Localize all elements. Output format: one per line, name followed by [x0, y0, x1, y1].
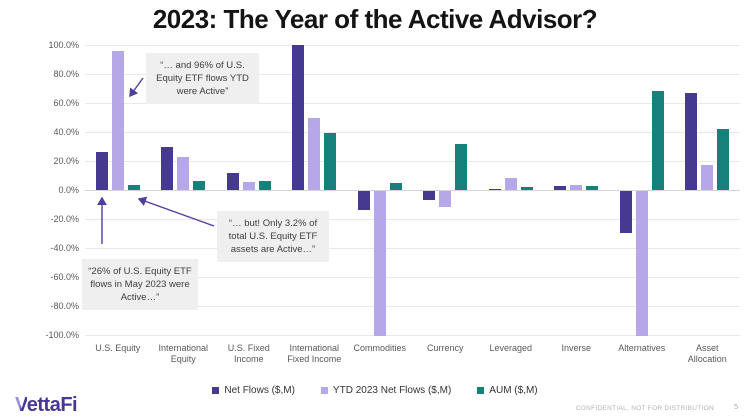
confidential-note: CONFIDENTIAL, NOT FOR DISTRIBUTION [575, 405, 714, 412]
bar-ytd-u-s-fixed-income [242, 182, 255, 190]
y-axis-tick: -40.0% [50, 243, 79, 253]
vettafi-logo-v: V [15, 394, 27, 416]
legend-label: YTD 2023 Net Flows ($,M) [332, 385, 452, 396]
bar-aum-international-fixed-income [324, 133, 337, 190]
bar-ytd-asset-allocation [701, 165, 714, 190]
y-axis-tick: 40.0% [53, 127, 79, 137]
bar-ytd-commodities [373, 191, 386, 336]
y-axis-tick: 20.0% [53, 156, 79, 166]
bar-aum-international-equity [193, 181, 206, 190]
arrow-to-ytd-bar [129, 77, 144, 98]
x-axis-label: International Equity [158, 343, 209, 364]
bar-ytd-alternatives [635, 191, 648, 336]
legend-label: AUM ($,M) [489, 385, 538, 396]
legend-swatch-icon [320, 387, 328, 394]
annotation-may-flows: “26% of U.S. Equity ETF flows in May 202… [82, 259, 198, 311]
chart-legend: Net Flows ($,M) YTD 2023 Net Flows ($,M) A… [0, 385, 750, 396]
x-axis-label: Commodities [353, 343, 406, 353]
gridline [85, 132, 740, 133]
bar-aum-u-s-equity [127, 185, 140, 190]
bar-aum-alternatives [651, 91, 664, 190]
bar-ytd-inverse [570, 184, 583, 190]
bar-aum-inverse [586, 186, 599, 190]
y-axis-tick: -60.0% [50, 272, 79, 282]
gridline [85, 74, 740, 75]
x-axis-label: Currency [426, 343, 464, 353]
x-axis-label: U.S. Fixed Income [227, 343, 270, 364]
bar-net-international-equity [161, 146, 174, 190]
bar-net-leveraged [488, 188, 501, 190]
bar-aum-currency [455, 143, 468, 190]
bar-net-asset-allocation [685, 92, 698, 190]
bar-aum-u-s-fixed-income [258, 180, 271, 190]
legend-label: Net Flows ($,M) [224, 385, 295, 396]
y-axis-tick: -20.0% [50, 214, 79, 224]
x-axis-label: Inverse [561, 343, 591, 353]
legend-item: AUM ($,M) [477, 385, 538, 396]
bar-net-inverse [554, 185, 567, 190]
page-number: 5 [734, 404, 738, 411]
bar-aum-leveraged [520, 187, 533, 190]
bar-ytd-leveraged [504, 178, 517, 190]
bar-net-currency [423, 191, 436, 200]
bar-net-commodities [357, 191, 370, 210]
bar-ytd-international-equity [177, 156, 190, 190]
gridline [85, 277, 740, 278]
y-axis-tick: 60.0% [53, 98, 79, 108]
y-axis-tick: -80.0% [50, 301, 79, 311]
bar-net-u-s-equity [95, 152, 108, 190]
gridline [85, 190, 740, 191]
bar-net-international-fixed-income [292, 45, 305, 190]
vettafi-logo: VettaFi [15, 394, 78, 417]
gridline [85, 335, 740, 336]
bar-ytd-u-s-equity [111, 50, 124, 190]
annotation-ytd-active: “… and 96% of U.S. Equity ETF flows YTD … [146, 53, 259, 105]
y-axis-tick: -100.0% [45, 330, 79, 340]
gridline [85, 103, 740, 104]
vettafi-logo-text: ettaFi [26, 394, 78, 416]
y-axis-tick: 0.0% [58, 185, 79, 195]
gridline [85, 248, 740, 249]
bar-ytd-international-fixed-income [308, 117, 321, 190]
arrow-to-aum-bar [137, 196, 215, 227]
x-axis-label: Asset Allocation [687, 343, 727, 364]
bar-aum-asset-allocation [717, 129, 730, 190]
bar-net-u-s-fixed-income [226, 172, 239, 190]
gridline [85, 306, 740, 307]
gridline [85, 219, 740, 220]
y-axis-tick: 100.0% [48, 40, 79, 50]
bar-ytd-currency [439, 191, 452, 207]
bar-net-alternatives [619, 191, 632, 234]
gridline [85, 161, 740, 162]
bar-aum-commodities [389, 182, 402, 190]
gridline [85, 45, 740, 46]
legend-swatch-icon [477, 387, 485, 394]
legend-item: Net Flows ($,M) [212, 385, 295, 396]
x-axis-label: Leveraged [489, 343, 533, 353]
x-axis-label: Alternatives [618, 343, 666, 353]
legend-item: YTD 2023 Net Flows ($,M) [320, 385, 452, 396]
x-axis-label: U.S. Equity [95, 343, 141, 353]
annotation-aum-active: “… but! Only 3.2% of total U.S. Equity E… [217, 211, 329, 263]
legend-swatch-icon [212, 387, 220, 394]
page-title: 2023: The Year of the Active Advisor? [152, 4, 598, 34]
y-axis-tick: 80.0% [53, 69, 79, 79]
x-axis-label: International Fixed Income [287, 343, 342, 364]
